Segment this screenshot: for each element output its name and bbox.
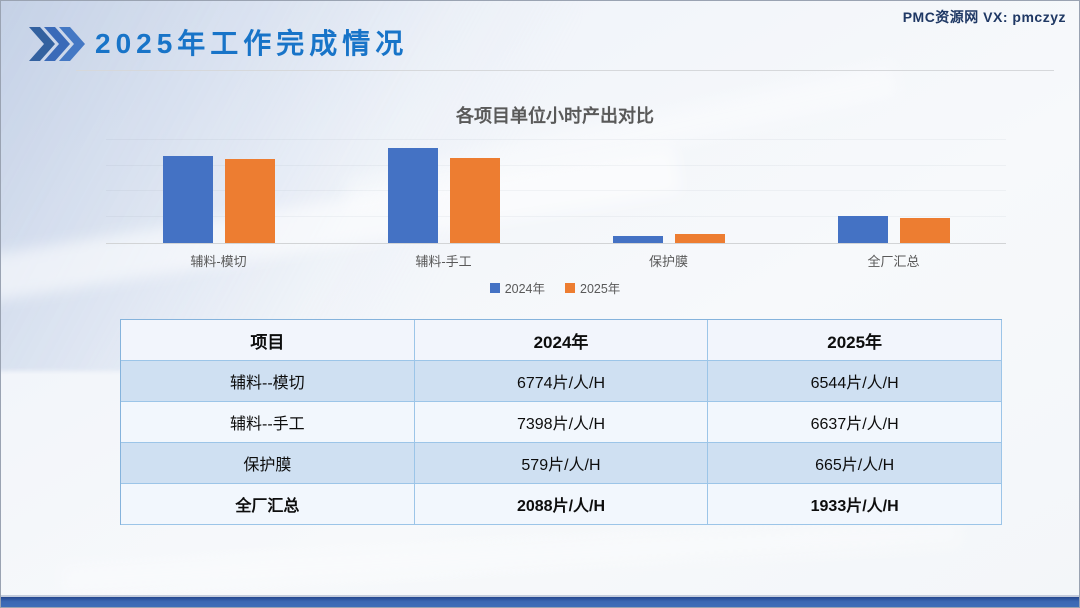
category-label: 保护膜 [648,254,688,269]
header-divider [76,70,1054,71]
table-cell: 579片/人/H [414,443,709,484]
bar-group [556,141,781,243]
bar-group [331,141,556,243]
footer-accent-bar [1,597,1079,607]
table-row: 全厂汇总 2088片/人/H 1933片/人/H [121,484,1002,525]
bar-2025年-辅料-模切 [224,159,275,243]
table-row: 辅料--手工 7398片/人/H 6637片/人/H [121,402,1002,443]
legend-swatch-icon [489,282,500,293]
bar-group [781,141,1006,243]
table-cell: 2088片/人/H [414,484,709,525]
legend-swatch-icon [565,282,575,293]
bar-group [106,141,331,243]
table-cell: 6774片/人/H [414,361,709,402]
watermark-text: PMC资源网 VX: pmczyz [902,9,1066,25]
legend-label: 2025年 [580,282,621,296]
gridline [106,165,1006,166]
category-label: 全厂汇总 [867,254,920,269]
data-table: 项目 2024年 2025年 辅料--模切 6774片/人/H 6544片/人/H 辅料--… [120,319,1002,525]
table-cell: 7398片/人/H [414,402,709,443]
table-cell: 辅料--模切 [121,361,415,402]
background-streak [60,517,962,595]
table-cell: 6637片/人/H [708,402,1002,443]
chart-plot-area [106,139,1006,244]
table-cell: 辅料--手工 [121,402,415,443]
gridline [106,190,1006,191]
table-header-cell: 2024年 [414,320,709,361]
bar-2024年-辅料-手工 [387,148,438,243]
slide-header: 2025年工作完成情况 [29,27,408,61]
chart-category-labels: 辅料-模切 辅料-手工 保护膜 全厂汇总 [106,251,1006,270]
category-label: 辅料-手工 [415,254,472,269]
chart-legend: 2024年 2025年 [31,278,1079,297]
bar-2025年-保护膜 [674,234,725,243]
bar-2025年-辅料-手工 [449,158,500,243]
gridline [106,139,1006,140]
table-header-cell: 项目 [121,320,415,361]
table-cell: 6544片/人/H [708,361,1002,402]
table-header-cell: 2025年 [708,320,1002,361]
legend-item-2025年: 2025年 [565,278,620,297]
bar-2025年-全厂汇总 [899,218,950,243]
table-cell: 保护膜 [121,443,415,484]
legend-item-2024年: 2024年 [489,278,545,297]
triple-chevron-icon [29,27,85,61]
table-header-row: 项目 2024年 2025年 [121,320,1002,361]
bar-2024年-全厂汇总 [837,216,888,243]
bar-2024年-保护膜 [612,236,663,243]
gridline [106,216,1006,217]
table-row: 保护膜 579片/人/H 665片/人/H [121,443,1002,484]
legend-label: 2024年 [504,282,545,296]
table-cell: 665片/人/H [708,443,1002,484]
bar-2024年-辅料-模切 [162,156,213,243]
table-cell: 1933片/人/H [708,484,1002,525]
chart-title: 各项目单位小时产出对比 [456,106,654,126]
category-label: 辅料-模切 [190,254,247,269]
page-title: 2025年工作完成情况 [95,28,409,59]
table-row: 辅料--模切 6774片/人/H 6544片/人/H [121,361,1002,402]
table-cell: 全厂汇总 [121,484,415,525]
